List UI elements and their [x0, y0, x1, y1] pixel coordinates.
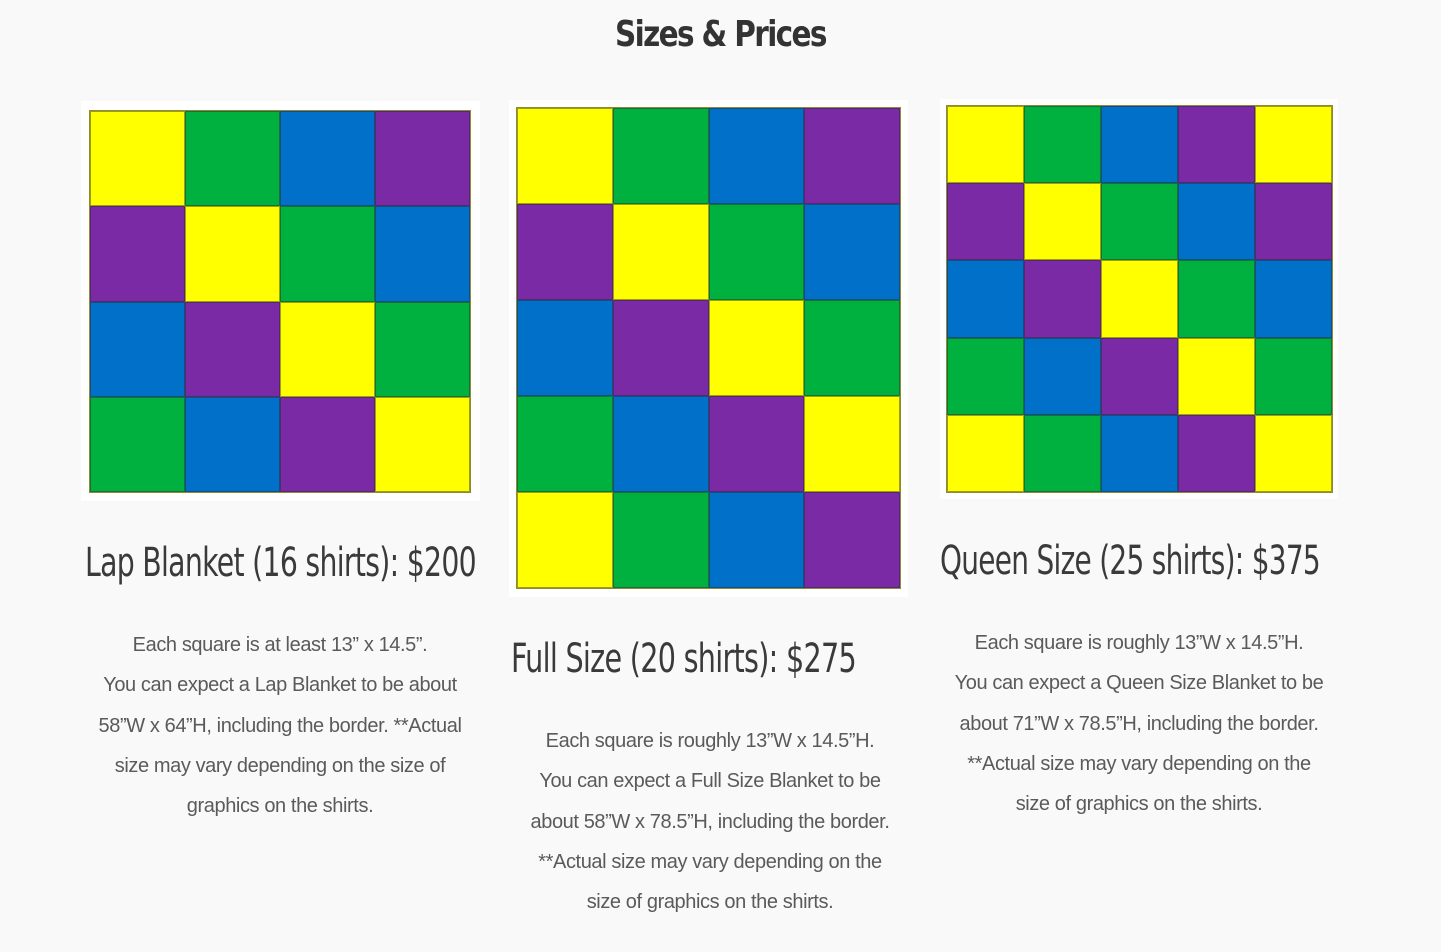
quilt-square [517, 204, 613, 300]
description-line: graphics on the shirts. [186, 795, 374, 818]
description-line: 58”W x 64”H, including the border. **Act… [98, 714, 462, 737]
quilt-square [612, 300, 709, 396]
quilt-square [1178, 183, 1255, 261]
description-line: **Actual size may vary depending on the [538, 850, 882, 873]
quilt-square [708, 108, 805, 204]
quilt-square [517, 492, 613, 588]
quilt-square [185, 206, 280, 302]
description-line: size may vary depending on the size of [114, 754, 446, 777]
description-line: size of graphics on the shirts. [586, 891, 834, 914]
quilt-square [90, 301, 185, 397]
quilt-square [804, 204, 900, 300]
quilt-grid [946, 105, 1333, 493]
quilt-square [185, 396, 280, 492]
quilt-square [517, 396, 613, 492]
page-title: Sizes & Prices [614, 14, 828, 55]
description-line: **Actual size may vary depending on the [967, 752, 1311, 775]
quilt-square [947, 260, 1024, 338]
quilt-square [375, 396, 470, 492]
quilt-square [708, 492, 805, 588]
description-line: size of graphics on the shirts. [1015, 793, 1263, 816]
description-line: You can expect a Full Size Blanket to be [539, 770, 881, 793]
quilt-square [708, 300, 805, 396]
quilt-square [1101, 183, 1178, 261]
quilt-square [804, 108, 900, 204]
lap-blanket-quilt-image [81, 101, 480, 501]
quilt-square [1178, 337, 1255, 415]
quilt-square [1101, 337, 1178, 415]
description-line: about 71”W x 78.5”H, including the borde… [959, 712, 1319, 735]
quilt-square [1255, 106, 1332, 184]
quilt-square [1255, 260, 1332, 338]
description-line: You can expect a Queen Size Blanket to b… [954, 672, 1324, 695]
quilt-square [280, 111, 375, 207]
full-size-quilt-image [509, 100, 908, 597]
quilt-square [708, 396, 805, 492]
description-line: You can expect a Lap Blanket to be about [103, 674, 457, 697]
description-line: Each square is roughly 13”W x 14.5”H. [974, 632, 1304, 654]
queen-size-heading: Queen Size (25 shirts): $375 [940, 538, 1321, 584]
quilt-square [708, 204, 805, 300]
quilt-square [947, 183, 1024, 261]
quilt-square [804, 396, 900, 492]
quilt-square [375, 206, 470, 302]
quilt-square [280, 396, 375, 492]
quilt-square [947, 414, 1024, 492]
quilt-square [1255, 414, 1332, 492]
quilt-square [1255, 183, 1332, 261]
quilt-square [90, 396, 185, 492]
quilt-square [90, 206, 185, 302]
quilt-square [1178, 260, 1255, 338]
quilt-square [1024, 260, 1101, 338]
quilt-square [1101, 414, 1178, 492]
quilt-square [1101, 106, 1178, 184]
quilt-grid [89, 110, 471, 493]
quilt-square [90, 111, 185, 207]
quilt-square [612, 396, 709, 492]
quilt-square [612, 204, 709, 300]
quilt-square [280, 206, 375, 302]
quilt-square [280, 301, 375, 397]
full-size-heading: Full Size (20 shirts): $275 [511, 636, 857, 682]
quilt-square [1024, 337, 1101, 415]
quilt-square [804, 492, 900, 588]
quilt-square [947, 106, 1024, 184]
quilt-square [1024, 414, 1101, 492]
quilt-square [612, 492, 709, 588]
quilt-square [612, 108, 709, 204]
queen-size-description: Each square is roughly 13”W x 14.5”H. Yo… [930, 623, 1348, 824]
description-line: Each square is at least 13” x 14.5”. [132, 634, 428, 656]
quilt-square [947, 337, 1024, 415]
quilt-square [1255, 337, 1332, 415]
description-line: Each square is roughly 13”W x 14.5”H. [545, 730, 875, 752]
quilt-square [1178, 106, 1255, 184]
quilt-grid [516, 107, 901, 589]
queen-size-quilt-image [940, 99, 1338, 499]
quilt-square [1101, 260, 1178, 338]
quilt-square [517, 108, 613, 204]
quilt-square [517, 300, 613, 396]
quilt-square [804, 300, 900, 396]
quilt-square [1024, 183, 1101, 261]
description-line: about 58”W x 78.5”H, including the borde… [530, 810, 890, 833]
full-size-description: Each square is roughly 13”W x 14.5”H. Yo… [500, 721, 920, 922]
quilt-square [185, 111, 280, 207]
quilt-square [185, 301, 280, 397]
quilt-square [1178, 414, 1255, 492]
quilt-square [1024, 106, 1101, 184]
lap-blanket-heading: Lap Blanket (16 shirts): $200 [85, 540, 477, 586]
quilt-square [375, 111, 470, 207]
quilt-square [375, 301, 470, 397]
lap-blanket-description: Each square is at least 13” x 14.5”. You… [80, 625, 480, 826]
